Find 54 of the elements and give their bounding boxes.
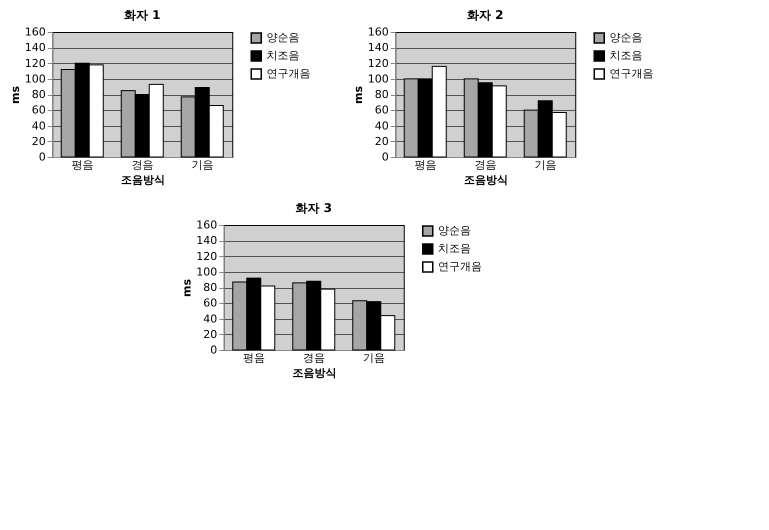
x-tick-label: 경음 (302, 352, 325, 364)
y-axis-title: ms (8, 86, 22, 104)
y-tick-label: 120 (24, 56, 46, 70)
legend-label: 연구개음 (438, 260, 482, 273)
x-tick-label: 경음 (131, 158, 154, 172)
legend-label: 치조음 (438, 242, 471, 255)
y-tick-label: 160 (196, 218, 218, 232)
y-tick-label: 40 (374, 119, 389, 132)
legend-label: 양순음 (609, 31, 642, 44)
y-tick-label: 60 (203, 296, 218, 310)
x-tick-label: 기음 (191, 158, 214, 172)
legend-label: 양순음 (266, 31, 300, 44)
y-tick-label: 0 (210, 344, 218, 356)
y-tick-label: 60 (32, 104, 46, 117)
legend-label: 연구개음 (266, 67, 310, 80)
legend-label: 양순음 (438, 224, 471, 237)
x-tick-label: 평음 (71, 158, 94, 172)
y-tick-label: 140 (196, 234, 218, 248)
y-tick-label: 80 (374, 88, 389, 101)
x-tick-label: 경음 (474, 158, 496, 172)
y-tick-label: 60 (374, 104, 389, 117)
y-tick-label: 20 (374, 134, 389, 148)
x-axis-title: 조음방식 (292, 366, 336, 380)
y-tick-label: 160 (368, 26, 389, 38)
y-tick-label: 0 (38, 150, 46, 164)
y-tick-label: 20 (32, 134, 46, 148)
y-tick-label: 80 (32, 88, 46, 101)
y-tick-label: 140 (368, 41, 389, 54)
x-tick-label: 평음 (242, 352, 265, 364)
y-tick-label: 40 (203, 312, 218, 326)
y-tick-label: 100 (24, 72, 46, 86)
y-tick-label: 40 (32, 119, 46, 132)
y-axis-title: ms (352, 86, 365, 104)
y-tick-label: 100 (196, 265, 218, 278)
y-tick-label: 0 (382, 150, 389, 164)
x-tick-label: 평음 (414, 158, 436, 172)
x-axis-title: 조음방식 (120, 174, 165, 186)
y-tick-label: 20 (203, 328, 218, 341)
legend-label: 연구개음 (609, 67, 654, 80)
x-tick-label: 기음 (362, 352, 385, 364)
y-tick-label: 120 (196, 250, 218, 263)
y-axis-title: ms (180, 278, 194, 298)
y-tick-label: 140 (24, 41, 46, 54)
y-tick-label: 120 (368, 56, 389, 70)
y-tick-label: 80 (203, 281, 218, 294)
legend-label: 치조음 (609, 49, 642, 62)
x-axis-title: 조음방식 (464, 174, 508, 186)
x-tick-label: 기음 (534, 158, 556, 172)
y-tick-label: 100 (368, 72, 389, 86)
chart-title: 화자 3 (295, 201, 332, 215)
chart-title: 화자 2 (466, 8, 504, 22)
legend-label: 치조음 (266, 49, 300, 62)
chart-title: 화자 1 (124, 8, 161, 22)
y-tick-label: 160 (24, 26, 46, 38)
